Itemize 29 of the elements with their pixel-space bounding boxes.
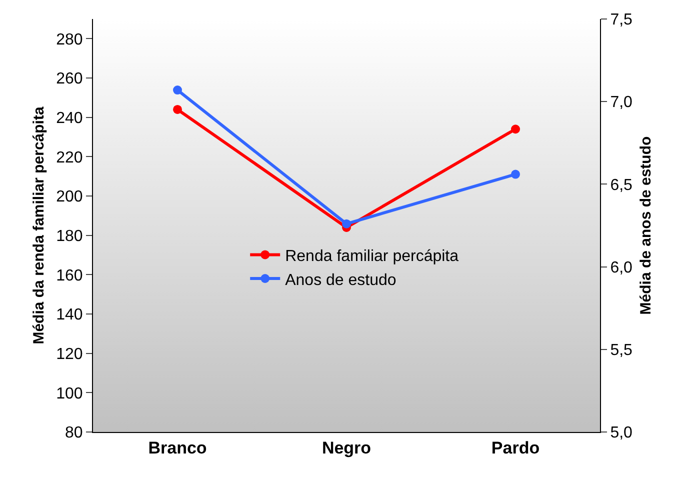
point (511, 124, 520, 134)
y-tick-label: 80 (65, 424, 83, 442)
y-axis-title: Média da renda familiar percápita (30, 106, 48, 344)
y-tick-label: 120 (56, 346, 83, 363)
y-tick-label: 140 (56, 306, 83, 324)
y-tick-label: 220 (56, 149, 83, 166)
y-tick-label: 260 (56, 70, 83, 88)
y2-tick-label: 5,5 (610, 342, 633, 359)
x-tick-label: Negro (322, 438, 372, 458)
y-tick-label: 240 (56, 110, 83, 127)
y2-tick-label: 6,5 (610, 176, 633, 194)
legend-label: Anos de estudo (285, 272, 396, 289)
y-tick-label: 180 (56, 228, 83, 245)
y2-tick-label: 5,0 (610, 424, 633, 442)
y-tick-label: 100 (56, 385, 83, 402)
y2-tick-label: 7,0 (610, 94, 633, 112)
point (173, 104, 182, 114)
y2-axis-title: Média de anos de estudo (638, 136, 655, 315)
x-tick-label: Branco (148, 438, 207, 458)
point (342, 219, 351, 228)
point (173, 86, 182, 95)
legend-label: Renda familiar percápita (285, 248, 459, 265)
point (511, 170, 520, 179)
y2-tick-label: 7,5 (610, 12, 633, 29)
y-tick-label: 280 (56, 31, 83, 48)
y-tick-label: 160 (56, 267, 83, 284)
y-tick-label: 200 (56, 188, 83, 206)
y2-tick-label: 6,0 (610, 259, 633, 276)
x-tick-label: Pardo (491, 438, 540, 458)
